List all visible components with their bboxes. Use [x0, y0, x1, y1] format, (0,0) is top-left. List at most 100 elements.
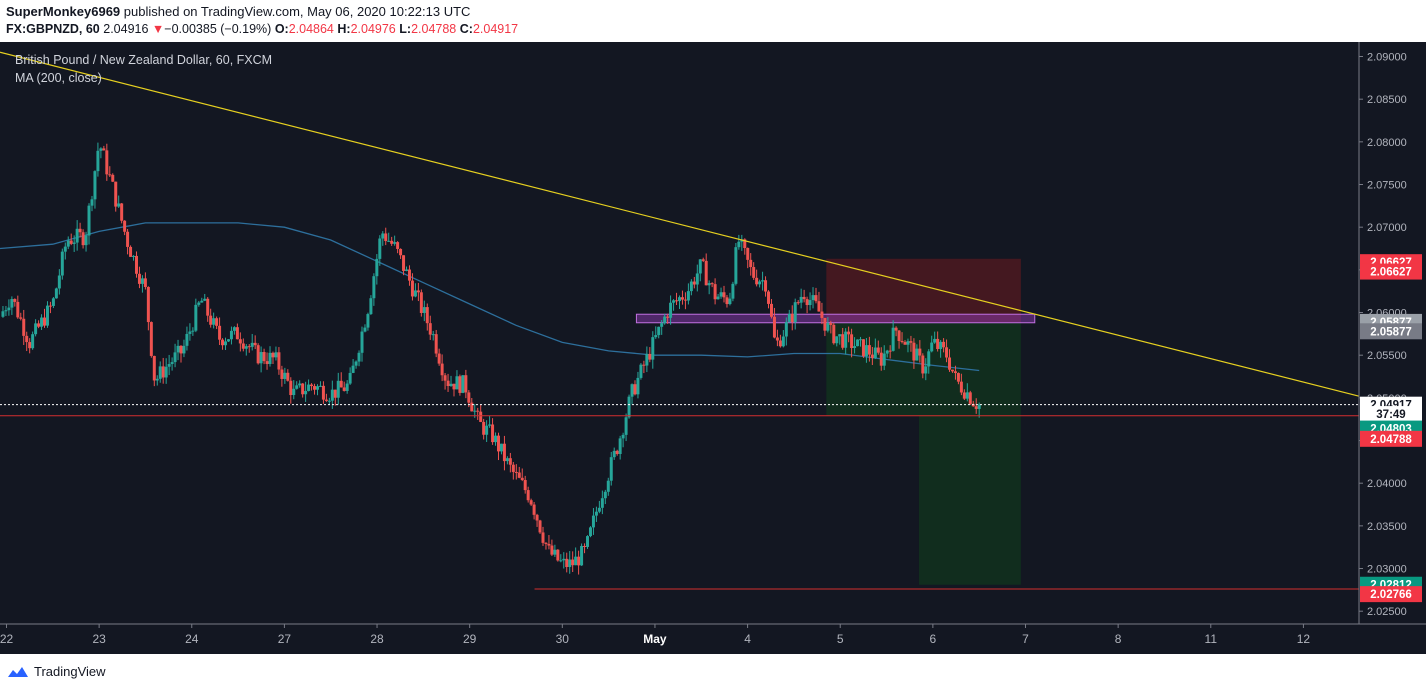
candle[interactable]	[301, 383, 305, 398]
candle[interactable]	[232, 326, 236, 335]
candle[interactable]	[850, 328, 854, 358]
candle[interactable]	[105, 143, 109, 181]
candle[interactable]	[111, 173, 115, 183]
candle[interactable]	[544, 542, 548, 550]
candle[interactable]	[737, 234, 741, 250]
candle[interactable]	[574, 547, 578, 566]
candle[interactable]	[425, 303, 429, 331]
candle[interactable]	[672, 299, 676, 311]
candle[interactable]	[7, 299, 11, 316]
candle[interactable]	[72, 235, 76, 252]
candle[interactable]	[78, 222, 82, 238]
candle[interactable]	[686, 283, 690, 305]
candle[interactable]	[37, 320, 41, 329]
candle[interactable]	[241, 338, 245, 352]
candle[interactable]	[591, 508, 595, 535]
candle[interactable]	[565, 552, 569, 573]
candle[interactable]	[54, 287, 58, 299]
ma-200-line[interactable]	[0, 222, 980, 372]
candle[interactable]	[502, 435, 506, 471]
candle[interactable]	[856, 339, 860, 347]
candle[interactable]	[505, 456, 509, 465]
candle[interactable]	[63, 242, 67, 260]
candle[interactable]	[713, 278, 717, 305]
candle[interactable]	[494, 432, 498, 446]
candle[interactable]	[722, 285, 726, 303]
candle[interactable]	[879, 347, 883, 371]
candle[interactable]	[215, 316, 219, 330]
candle[interactable]	[369, 295, 373, 315]
candle[interactable]	[538, 519, 542, 534]
candle[interactable]	[405, 266, 409, 272]
candle[interactable]	[13, 298, 17, 307]
candle[interactable]	[69, 233, 73, 246]
candle[interactable]	[185, 326, 189, 351]
candle[interactable]	[280, 365, 284, 387]
candle[interactable]	[942, 338, 946, 353]
candle[interactable]	[835, 336, 839, 347]
candle[interactable]	[271, 351, 275, 365]
candle[interactable]	[666, 313, 670, 324]
candle[interactable]	[137, 266, 141, 289]
candle[interactable]	[734, 243, 738, 286]
candle[interactable]	[577, 550, 581, 575]
candle[interactable]	[4, 306, 8, 317]
candle[interactable]	[318, 381, 322, 388]
candle[interactable]	[784, 317, 788, 346]
candle[interactable]	[167, 354, 171, 376]
candle[interactable]	[218, 317, 222, 346]
candle[interactable]	[832, 322, 836, 345]
candle[interactable]	[603, 489, 607, 505]
candle[interactable]	[689, 279, 693, 296]
candle[interactable]	[550, 539, 554, 557]
candle[interactable]	[268, 346, 272, 367]
candle[interactable]	[446, 373, 450, 392]
candle[interactable]	[366, 312, 370, 331]
candle[interactable]	[25, 331, 29, 352]
candle[interactable]	[499, 443, 503, 455]
candle[interactable]	[40, 314, 44, 330]
candle[interactable]	[226, 338, 230, 342]
candle[interactable]	[289, 377, 293, 404]
candle[interactable]	[731, 281, 735, 302]
candle[interactable]	[351, 359, 355, 374]
candle[interactable]	[416, 282, 420, 302]
candle[interactable]	[470, 398, 474, 412]
candle[interactable]	[562, 552, 566, 569]
candle[interactable]	[885, 349, 889, 358]
candle[interactable]	[149, 321, 153, 358]
candle[interactable]	[182, 339, 186, 358]
candle[interactable]	[452, 383, 456, 397]
candle[interactable]	[669, 295, 673, 325]
candle[interactable]	[642, 360, 646, 374]
candle[interactable]	[716, 293, 720, 300]
candle[interactable]	[876, 340, 880, 355]
candle[interactable]	[393, 235, 397, 246]
candle[interactable]	[508, 452, 512, 473]
legend-indicator[interactable]: MA (200, close)	[15, 71, 102, 85]
candle[interactable]	[402, 255, 406, 276]
candle[interactable]	[636, 371, 640, 399]
candle[interactable]	[132, 255, 136, 261]
candle[interactable]	[378, 235, 382, 266]
candle[interactable]	[31, 331, 35, 350]
candle[interactable]	[102, 145, 106, 151]
candle[interactable]	[327, 397, 331, 405]
candle[interactable]	[197, 300, 201, 307]
candle[interactable]	[746, 247, 750, 269]
candle[interactable]	[633, 380, 637, 396]
candle[interactable]	[520, 468, 524, 482]
candle[interactable]	[342, 381, 346, 392]
candle[interactable]	[348, 367, 352, 385]
candle[interactable]	[758, 279, 762, 288]
candle[interactable]	[224, 337, 228, 351]
candle[interactable]	[310, 383, 314, 391]
candle[interactable]	[529, 498, 533, 506]
candle[interactable]	[496, 432, 500, 461]
candle[interactable]	[583, 543, 587, 554]
candle[interactable]	[209, 308, 213, 328]
candle[interactable]	[683, 292, 687, 310]
candle[interactable]	[440, 354, 444, 382]
candle[interactable]	[1, 306, 5, 318]
candle[interactable]	[99, 147, 103, 159]
